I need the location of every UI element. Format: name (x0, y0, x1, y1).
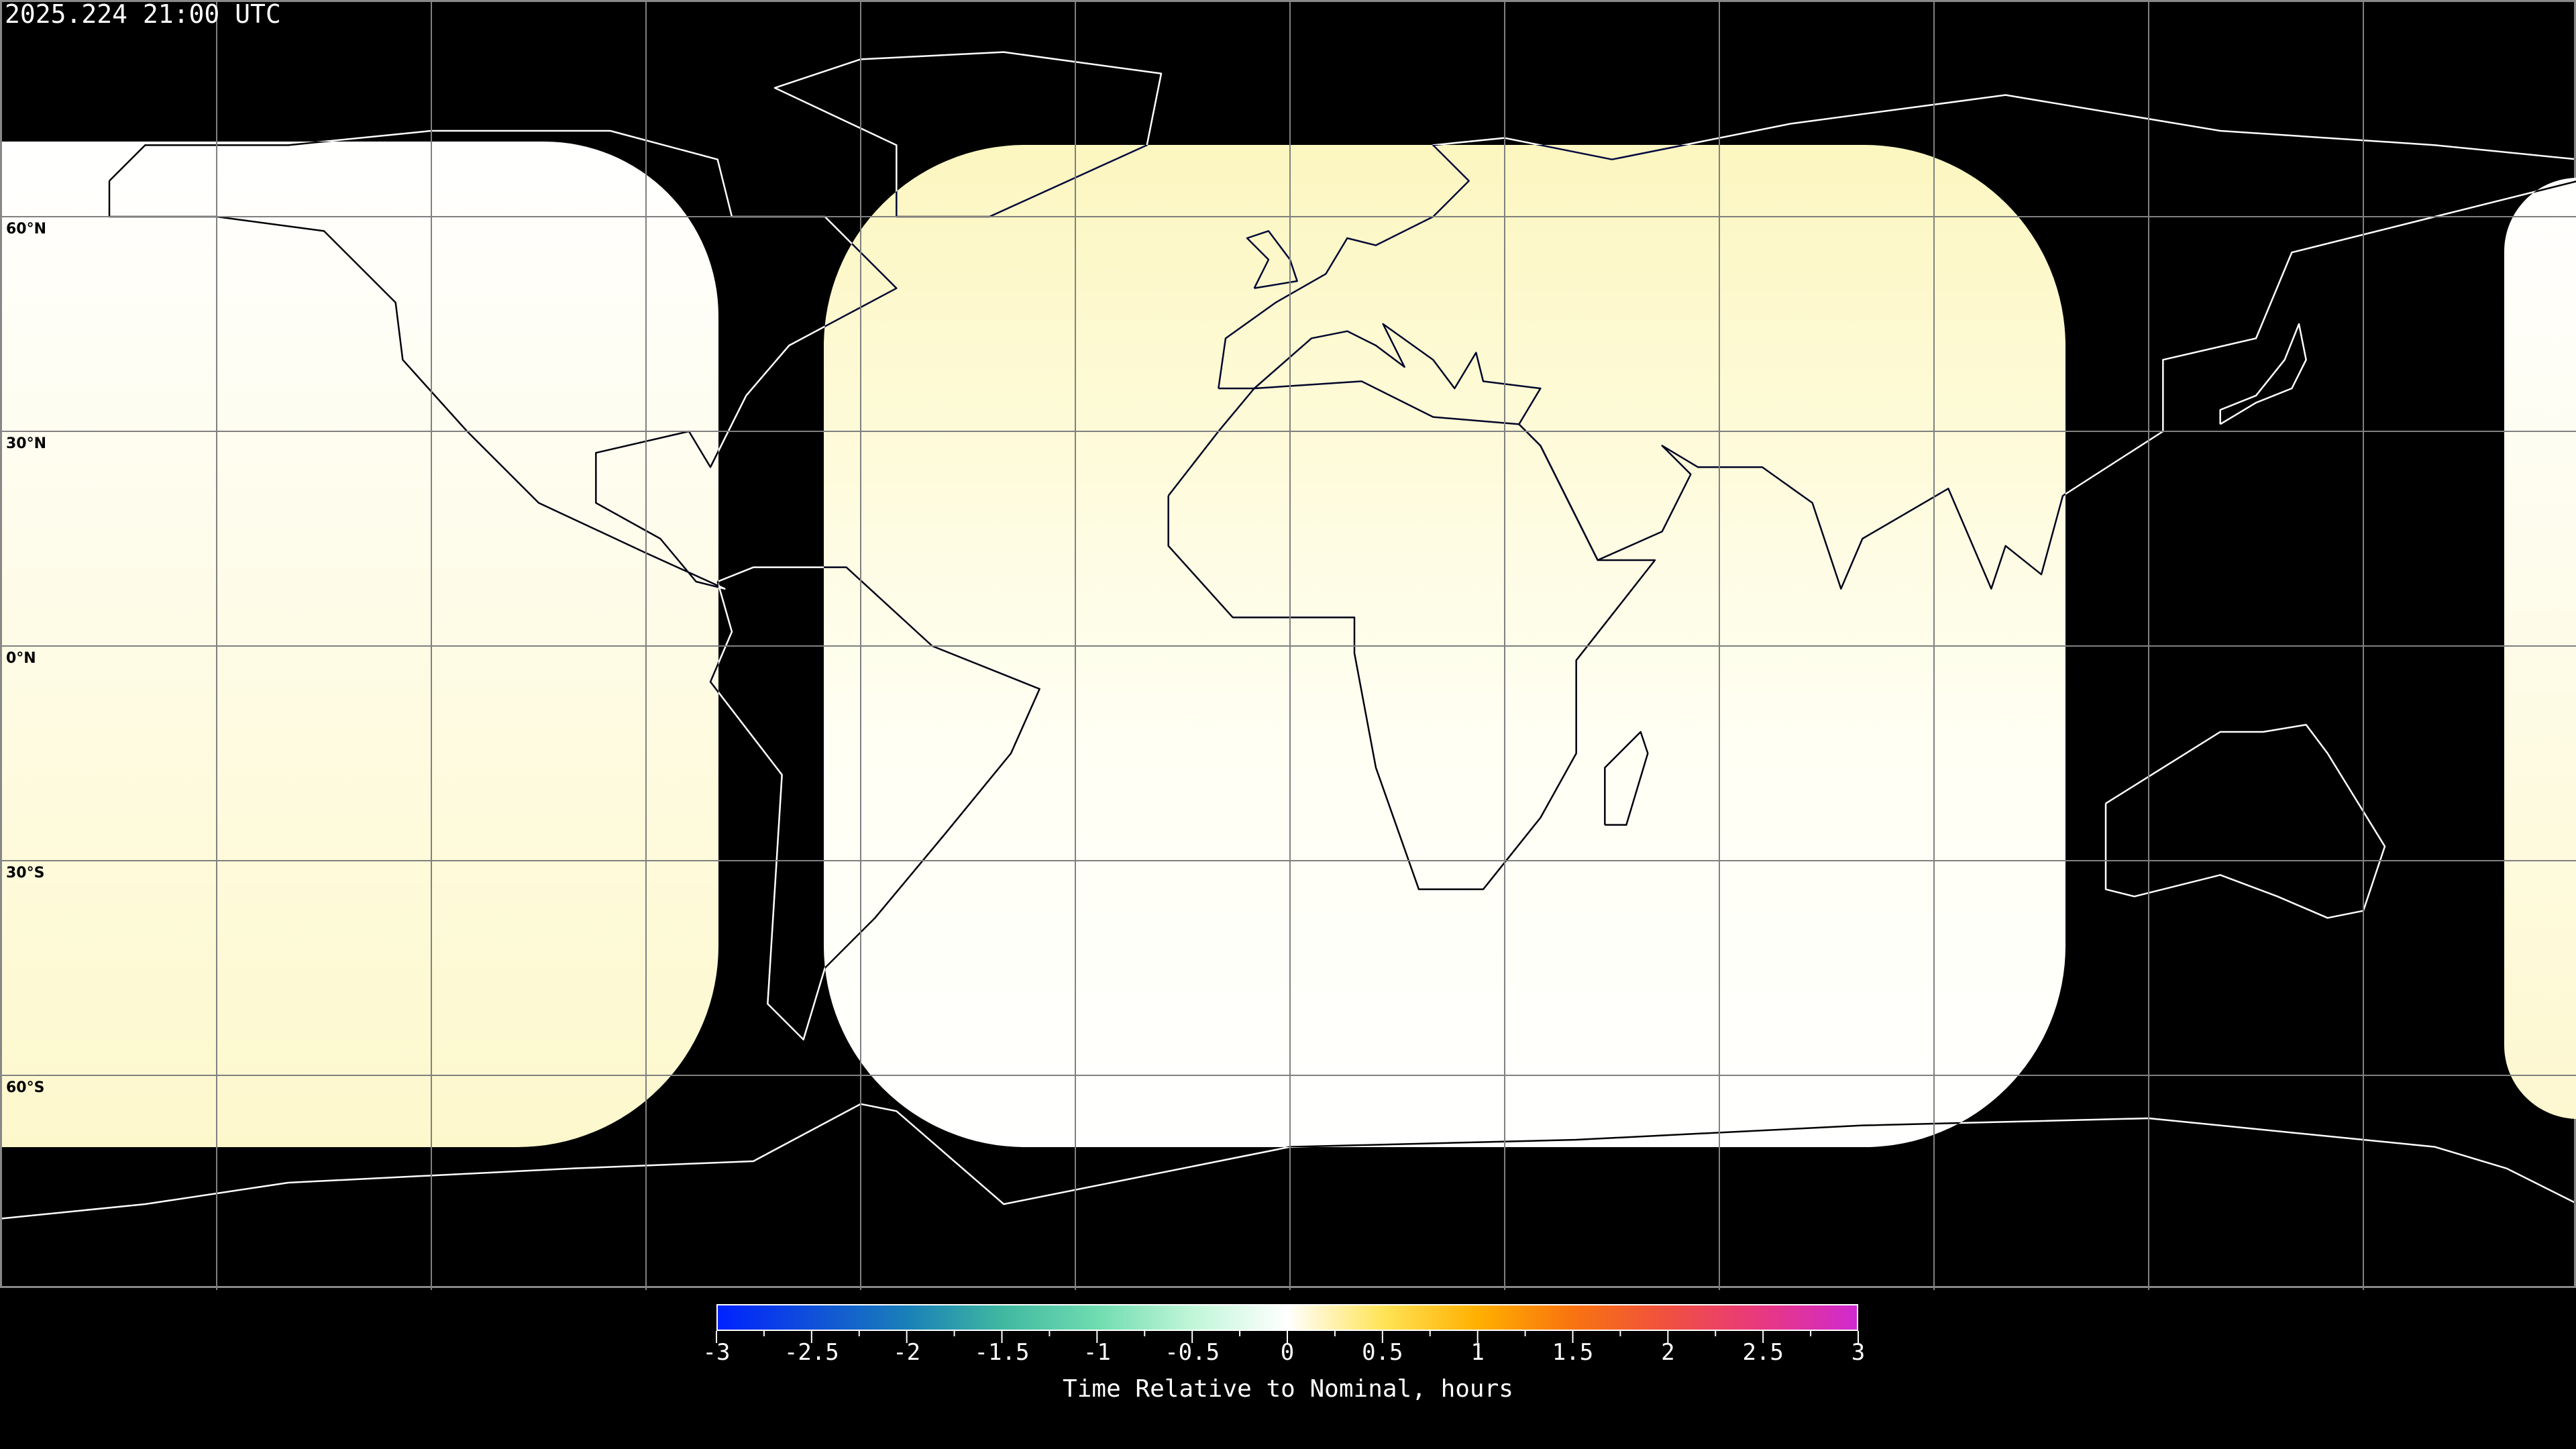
colorbar-tick-label: 3 (1851, 1339, 1866, 1366)
satellite-swath-east (2504, 178, 2576, 1119)
colorbar-tick-label: -1.5 (974, 1339, 1030, 1366)
coastline-south-america (709, 566, 1040, 1040)
colorbar-tick-label: -1 (1083, 1339, 1111, 1366)
coastlines (2, 51, 2576, 1220)
coastline-madagascar (1604, 731, 1649, 826)
coastline-antarctica (2, 1103, 2576, 1220)
coastline-britain (1246, 230, 1298, 289)
coastline-australia (2104, 724, 2386, 919)
colorbar-tick-label: 0.5 (1362, 1339, 1403, 1366)
colorbar-label: Time Relative to Nominal, hours (1063, 1375, 1513, 1403)
coastline-eurasia (1218, 94, 2576, 590)
colorbar-ticks (716, 1331, 1859, 1343)
latitude-label: 60°N (6, 221, 47, 237)
satellite-swath-west (2, 142, 718, 1147)
colorbar-tick-label: 2 (1661, 1339, 1675, 1366)
coastline-north-america (108, 129, 898, 590)
latitude-label: 30°S (6, 865, 45, 881)
latitude-label: 30°N (6, 435, 47, 452)
colorbar-tick-label: -2 (893, 1339, 921, 1366)
colorbar-tick-label: 1 (1470, 1339, 1485, 1366)
colorbar-tick-label: 1.5 (1552, 1339, 1594, 1366)
latitude-label: 0°N (6, 650, 36, 667)
map-panel: 2025.224 21:00 UTC 60°N 30°N 0°N 30°S 60°S (0, 0, 2576, 1290)
coastline-greenland (773, 51, 1163, 218)
colorbar-tick-label: -2.5 (784, 1339, 839, 1366)
colorbar (716, 1304, 1858, 1331)
colorbar-tick-label: -3 (702, 1339, 731, 1366)
colorbar-tick-label: -0.5 (1165, 1339, 1220, 1366)
coastline-japan (2219, 323, 2307, 425)
graticule (2, 2, 2576, 1290)
map-overlay (2, 2, 2576, 1290)
colorbar-tick-label: 2.5 (1742, 1339, 1784, 1366)
colorbar-tick-label: 0 (1280, 1339, 1295, 1366)
timestamp-title: 2025.224 21:00 UTC (5, 0, 281, 29)
latitude-label: 60°S (6, 1079, 45, 1096)
coastline-africa (1167, 380, 1656, 890)
